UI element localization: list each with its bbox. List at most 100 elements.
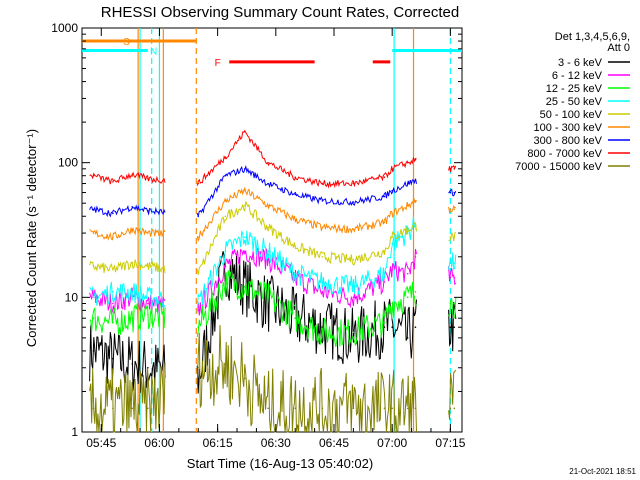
data-point-7-1: [112, 181, 114, 183]
data-point-2-3: [147, 313, 149, 315]
data-point-2-9: [322, 331, 324, 333]
data-point-6-7: [267, 183, 269, 185]
data-point-5-14: [415, 200, 417, 202]
data-point-3-15: [450, 262, 452, 264]
data-point-7-4: [197, 183, 199, 185]
data-point-7-7: [267, 162, 269, 164]
data-point-4-9: [322, 256, 324, 258]
x-axis-label: Start Time (16-Aug-13 05:40:02): [187, 456, 373, 471]
data-point-2-6: [244, 286, 246, 288]
data-point-1-16: [453, 277, 455, 279]
data-point-7-15: [450, 168, 452, 170]
data-point-1-7: [267, 259, 269, 261]
data-point-0-1: [112, 358, 114, 360]
data-point-0-15: [450, 326, 452, 328]
data-point-5-7: [267, 205, 269, 207]
data-point-4-16: [453, 236, 455, 238]
y-tick-label-3: 1000: [51, 21, 78, 35]
data-point-2-16: [453, 303, 455, 305]
data-point-1-13: [407, 273, 409, 275]
legend-label-2: 12 - 25 keV: [546, 83, 603, 95]
data-point-3-6: [244, 236, 246, 238]
data-point-0-11: [384, 326, 386, 328]
chart-title: RHESSI Observing Summary Count Rates, Co…: [101, 4, 459, 21]
data-point-8-14: [415, 407, 417, 409]
data-point-6-9: [322, 200, 324, 202]
data-point-4-12: [391, 236, 393, 238]
chart-svg: RHESSI Observing Summary Count Rates, Co…: [0, 0, 640, 480]
data-point-5-9: [322, 227, 324, 229]
data-point-6-12: [391, 190, 393, 192]
data-point-4-8: [294, 245, 296, 247]
data-point-7-14: [415, 159, 417, 161]
x-tick-label-2: 06:15: [203, 436, 233, 450]
legend-label-4: 50 - 100 keV: [540, 109, 603, 121]
data-point-2-7: [267, 297, 269, 299]
data-point-4-2: [131, 262, 133, 264]
data-point-7-0: [93, 175, 95, 177]
x-tick-label-0: 05:45: [86, 436, 116, 450]
data-point-6-5: [225, 175, 227, 177]
data-point-5-6: [244, 190, 246, 192]
data-point-7-11: [384, 176, 386, 178]
data-point-5-13: [407, 205, 409, 207]
data-point-6-1: [112, 213, 114, 215]
data-point-1-12: [391, 269, 393, 271]
data-point-5-15: [450, 209, 452, 211]
data-point-8-3: [147, 407, 149, 409]
data-point-8-11: [384, 407, 386, 409]
data-point-3-4: [197, 303, 199, 305]
data-point-3-8: [294, 273, 296, 275]
data-point-7-8: [294, 176, 296, 178]
data-point-4-1: [112, 269, 114, 271]
data-point-5-5: [225, 200, 227, 202]
data-point-6-2: [131, 206, 133, 208]
data-point-2-14: [415, 291, 417, 293]
data-point-4-11: [384, 250, 386, 252]
data-point-1-14: [415, 256, 417, 258]
data-point-0-14: [415, 326, 417, 328]
data-point-4-3: [147, 265, 149, 267]
data-point-0-16: [453, 326, 455, 328]
data-point-8-16: [453, 407, 455, 409]
data-point-7-6: [244, 131, 246, 133]
x-tick-label-5: 07:00: [377, 436, 407, 450]
data-point-3-10: [353, 286, 355, 288]
data-point-3-9: [322, 281, 324, 283]
data-point-6-15: [450, 192, 452, 194]
data-point-8-2: [131, 407, 133, 409]
data-point-5-8: [294, 218, 296, 220]
data-point-0-0: [93, 350, 95, 352]
data-point-6-6: [244, 168, 246, 170]
data-point-1-5: [225, 265, 227, 267]
data-point-8-0: [93, 407, 95, 409]
data-point-6-3: [147, 210, 149, 212]
data-point-2-11: [384, 322, 386, 324]
flag-label-2: F: [215, 58, 221, 69]
data-point-5-12: [391, 213, 393, 215]
data-point-0-3: [147, 367, 149, 369]
legend-label-7: 800 - 7000 keV: [527, 148, 602, 160]
data-point-7-5: [225, 156, 227, 158]
data-point-7-2: [131, 173, 133, 175]
data-point-4-13: [407, 229, 409, 231]
data-point-2-4: [197, 326, 199, 328]
data-point-8-4: [197, 367, 199, 369]
data-point-4-15: [450, 236, 452, 238]
legend-label-8: 7000 - 15000 keV: [515, 161, 603, 173]
legend-label-0: 3 - 6 keV: [558, 57, 603, 69]
data-point-8-12: [391, 407, 393, 409]
data-point-4-6: [244, 205, 246, 207]
data-point-2-13: [407, 297, 409, 299]
data-point-5-3: [147, 232, 149, 234]
data-point-3-5: [225, 250, 227, 252]
data-point-2-12: [391, 303, 393, 305]
data-point-2-15: [450, 303, 452, 305]
legend-label-5: 100 - 300 keV: [534, 122, 603, 134]
data-point-8-15: [450, 407, 452, 409]
data-point-8-8: [294, 407, 296, 409]
data-point-6-4: [197, 215, 199, 217]
data-point-8-10: [353, 407, 355, 409]
data-point-6-16: [453, 192, 455, 194]
data-point-1-15: [450, 277, 452, 279]
